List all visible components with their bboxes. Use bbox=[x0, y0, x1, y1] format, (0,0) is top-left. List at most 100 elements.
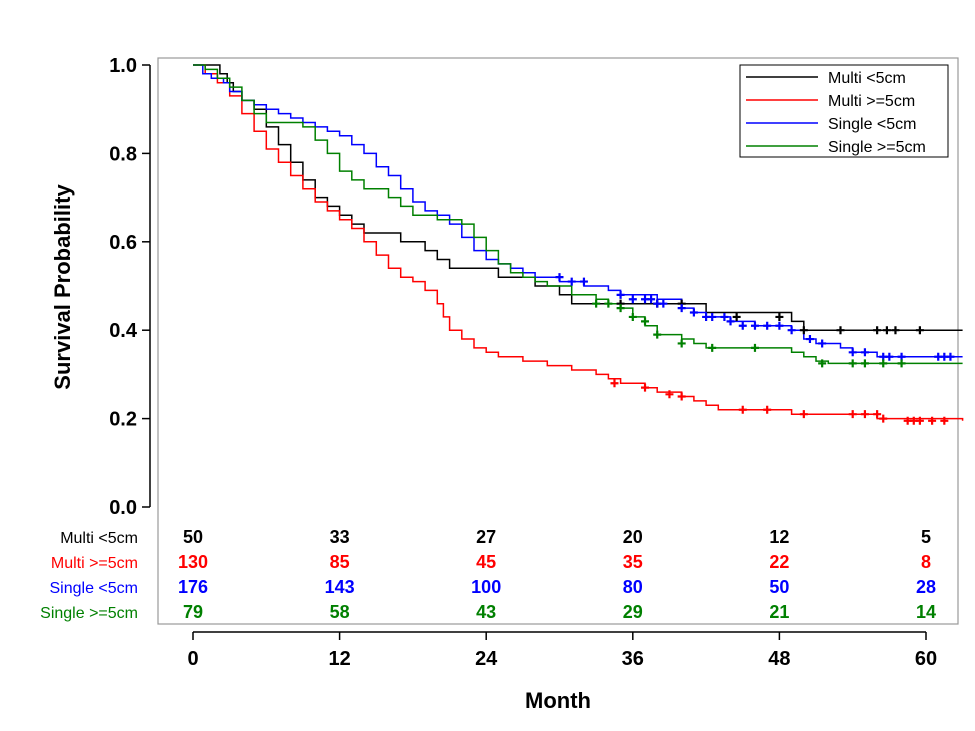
censor-mark bbox=[946, 352, 955, 361]
risk-count: 5 bbox=[921, 527, 931, 547]
censor-mark bbox=[763, 405, 772, 414]
censor-mark bbox=[604, 299, 613, 308]
risk-count: 27 bbox=[476, 527, 496, 547]
y-tick-label: 0.6 bbox=[109, 232, 137, 254]
censor-mark bbox=[592, 299, 601, 308]
censor-mark bbox=[732, 312, 741, 321]
censor-mark bbox=[879, 359, 888, 368]
plot-frame bbox=[157, 57, 959, 625]
y-axis: 0.0 0.2 0.4 0.6 0.8 1.0 bbox=[109, 55, 151, 519]
legend: Multi <5cm Multi >=5cm Single <5cm Single >… bbox=[739, 64, 949, 158]
risk-count: 21 bbox=[769, 602, 789, 622]
risk-count: 29 bbox=[623, 602, 643, 622]
censor-mark bbox=[579, 277, 588, 286]
risk-count: 22 bbox=[769, 552, 789, 572]
censor-mark bbox=[689, 308, 698, 317]
censor-mark bbox=[659, 299, 668, 308]
legend-label: Multi <5cm bbox=[828, 70, 906, 87]
risk-count: 85 bbox=[330, 552, 350, 572]
censor-mark bbox=[873, 410, 882, 419]
censor-mark bbox=[567, 277, 576, 286]
censor-mark bbox=[799, 326, 808, 335]
legend-box bbox=[739, 64, 949, 158]
censor-mark bbox=[677, 392, 686, 401]
legend-label: Single <5cm bbox=[828, 116, 917, 133]
risk-count: 130 bbox=[178, 552, 208, 572]
censor-mark bbox=[677, 339, 686, 348]
censor-mark bbox=[763, 321, 772, 330]
risk-row-label: Multi <5cm bbox=[60, 530, 138, 547]
curve-single-ge5cm bbox=[193, 64, 963, 365]
censor-mark bbox=[708, 312, 717, 321]
risk-count: 50 bbox=[769, 577, 789, 597]
censor-mark bbox=[873, 326, 882, 335]
censor-mark bbox=[555, 273, 564, 282]
risk-count: 14 bbox=[916, 602, 936, 622]
censor-mark bbox=[805, 335, 814, 344]
risk-count: 79 bbox=[183, 602, 203, 622]
censor-mark bbox=[610, 379, 619, 388]
risk-row-label: Multi >=5cm bbox=[51, 555, 138, 572]
risk-count: 143 bbox=[325, 577, 355, 597]
censor-mark bbox=[882, 326, 891, 335]
x-tick-label: 60 bbox=[915, 648, 937, 670]
censor-mark bbox=[653, 330, 662, 339]
censor-mark bbox=[836, 326, 845, 335]
y-tick-label: 0.4 bbox=[109, 320, 138, 342]
risk-count: 100 bbox=[471, 577, 501, 597]
censor-mark bbox=[860, 410, 869, 419]
censor-mark bbox=[915, 416, 924, 425]
risk-count: 80 bbox=[623, 577, 643, 597]
censor-mark bbox=[738, 405, 747, 414]
risk-count: 45 bbox=[476, 552, 496, 572]
censor-mark bbox=[641, 383, 650, 392]
censor-mark bbox=[775, 321, 784, 330]
x-tick-label: 0 bbox=[187, 648, 198, 670]
censor-mark bbox=[860, 348, 869, 357]
censor-mark bbox=[915, 326, 924, 335]
y-tick-label: 0.8 bbox=[109, 143, 137, 165]
legend-label: Multi >=5cm bbox=[828, 93, 915, 110]
x-tick-label: 12 bbox=[328, 648, 350, 670]
risk-row-label: Single <5cm bbox=[50, 580, 139, 597]
censor-mark bbox=[616, 304, 625, 313]
risk-count: 28 bbox=[916, 577, 936, 597]
y-tick-label: 0.2 bbox=[109, 409, 137, 431]
censor-mark bbox=[628, 312, 637, 321]
censor-mark bbox=[879, 414, 888, 423]
y-tick-label: 1.0 bbox=[109, 55, 137, 77]
risk-row-label: Single >=5cm bbox=[40, 605, 138, 622]
censor-mark bbox=[860, 359, 869, 368]
censor-mark bbox=[818, 339, 827, 348]
censor-mark bbox=[897, 359, 906, 368]
censor-mark bbox=[940, 416, 949, 425]
number-at-risk-table: Multi <5cm 50 33 27 20 12 5 Multi >=5cm 130 85 45 3… bbox=[40, 527, 936, 622]
censor-mark bbox=[647, 295, 656, 304]
censor-mark bbox=[848, 359, 857, 368]
x-tick-label: 24 bbox=[475, 648, 498, 670]
x-axis: 0 12 24 36 48 60 bbox=[187, 631, 937, 670]
censor-mark bbox=[720, 312, 729, 321]
y-axis-title: Survival Probability bbox=[50, 184, 75, 390]
legend-label: Single >=5cm bbox=[828, 139, 926, 156]
risk-count: 43 bbox=[476, 602, 496, 622]
risk-count: 33 bbox=[330, 527, 350, 547]
censor-mark bbox=[677, 304, 686, 313]
censor-mark bbox=[891, 326, 900, 335]
risk-count: 35 bbox=[623, 552, 643, 572]
risk-count: 8 bbox=[921, 552, 931, 572]
censor-mark bbox=[708, 343, 717, 352]
risk-count: 12 bbox=[769, 527, 789, 547]
x-axis-title: Month bbox=[525, 688, 591, 713]
censor-mark bbox=[628, 295, 637, 304]
censor-mark bbox=[775, 312, 784, 321]
censor-mark bbox=[799, 410, 808, 419]
censor-mark bbox=[726, 317, 735, 326]
censor-mark bbox=[787, 326, 796, 335]
censor-mark bbox=[738, 321, 747, 330]
x-tick-label: 36 bbox=[622, 648, 644, 670]
censor-mark bbox=[616, 290, 625, 299]
risk-count: 58 bbox=[330, 602, 350, 622]
risk-count: 20 bbox=[623, 527, 643, 547]
